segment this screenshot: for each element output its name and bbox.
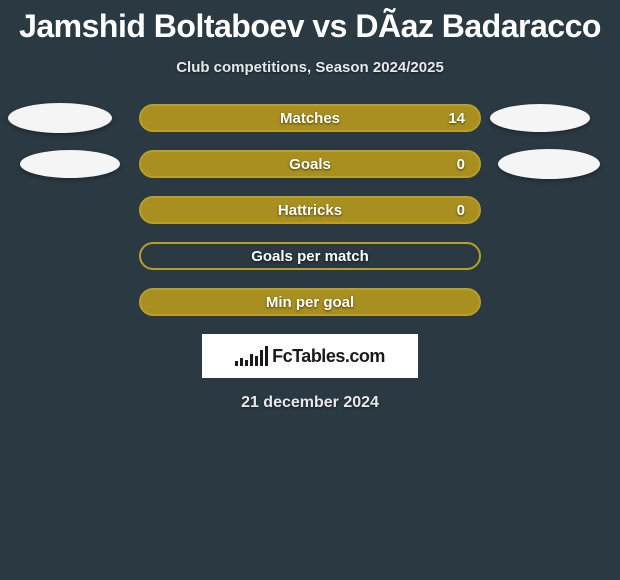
- snapshot-date: 21 december 2024: [0, 394, 620, 412]
- logo-bar-segment: [235, 361, 238, 366]
- stat-row: Hattricks 0: [0, 196, 620, 224]
- stat-bar: Goals 0: [139, 150, 481, 178]
- stat-label: Goals: [289, 156, 331, 173]
- comparison-title: Jamshid Boltaboev vs DÃ­az Badaracco: [0, 0, 620, 45]
- player-a-marker: [20, 150, 120, 178]
- logo-bar-segment: [260, 350, 263, 366]
- logo-text: FcTables.com: [272, 346, 385, 367]
- stat-label: Goals per match: [251, 248, 369, 265]
- logo-bar-segment: [245, 360, 248, 366]
- logo-bar-segment: [250, 354, 253, 366]
- logo-bar-segment: [265, 346, 268, 366]
- stat-label: Matches: [280, 110, 340, 127]
- stat-value: 0: [457, 202, 465, 219]
- stat-row: Matches 14: [0, 104, 620, 132]
- stat-value: 0: [457, 156, 465, 173]
- stat-value: 14: [448, 110, 465, 127]
- logo-box: FcTables.com: [202, 334, 418, 378]
- logo-chart-icon: [235, 346, 268, 366]
- stat-bar: Hattricks 0: [139, 196, 481, 224]
- stat-rows: Matches 14 Goals 0 Hattricks 0 Goals per match…: [0, 104, 620, 316]
- stat-label: Min per goal: [266, 294, 354, 311]
- player-a-marker: [8, 103, 112, 133]
- logo: FcTables.com: [235, 346, 385, 367]
- stat-label: Hattricks: [278, 202, 342, 219]
- stat-bar: Min per goal: [139, 288, 481, 316]
- logo-bar-segment: [240, 358, 243, 366]
- stat-row: Goals 0: [0, 150, 620, 178]
- comparison-subtitle: Club competitions, Season 2024/2025: [0, 59, 620, 76]
- stat-row: Goals per match: [0, 242, 620, 270]
- stat-bar: Goals per match: [139, 242, 481, 270]
- stat-bar: Matches 14: [139, 104, 481, 132]
- stat-row: Min per goal: [0, 288, 620, 316]
- logo-bar-segment: [255, 356, 258, 366]
